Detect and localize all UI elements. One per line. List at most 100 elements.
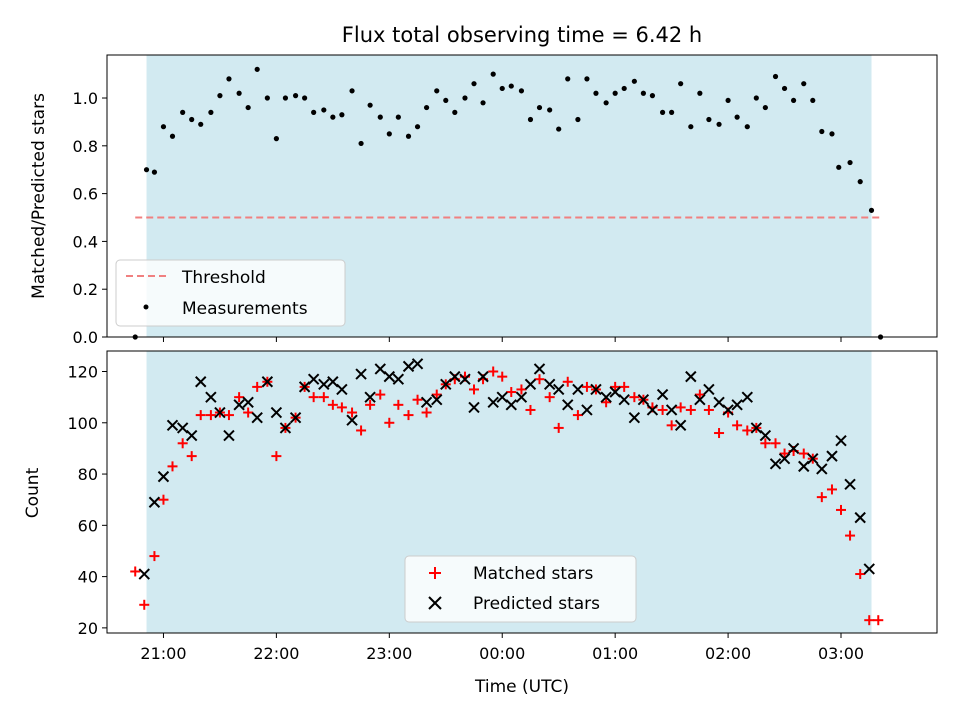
matched-stars-point-24 <box>356 425 367 436</box>
predicted-stars-point-72 <box>816 463 828 475</box>
predicted-stars-point-56 <box>665 404 678 416</box>
measurements-point-66 <box>753 95 759 101</box>
predicted-stars-point-d2 <box>552 383 565 396</box>
predicted-stars-point-52 <box>628 411 641 424</box>
predicted-stars-point-75 <box>844 478 856 491</box>
measurements-point-28 <box>395 114 401 120</box>
matched-stars-point-73 <box>816 492 827 503</box>
predicted-stars-point-d2 <box>307 373 320 385</box>
predicted-stars-point-d2 <box>496 391 508 403</box>
matched-stars-point-1 <box>139 599 150 610</box>
matched-stars-point-28 <box>393 399 404 410</box>
predicted-stars-point-0 <box>138 568 150 580</box>
matched-stars-point-32 <box>431 389 442 400</box>
measurements-point-36 <box>471 81 477 87</box>
predicted-stars-point-d2 <box>355 368 367 380</box>
matched-stars-point-61 <box>703 404 714 415</box>
measurements-point-75 <box>836 164 842 170</box>
predicted-stars-point-26 <box>383 370 396 383</box>
predicted-stars-point-d2 <box>524 378 537 391</box>
predicted-stars-point-d2 <box>148 496 161 508</box>
predicted-stars-point-d2 <box>703 383 715 396</box>
matched-stars-point-76 <box>845 530 856 541</box>
measurements-point-19 <box>311 109 317 115</box>
predicted-stars-point-1 <box>148 496 161 508</box>
bottom-x-tick-label-6: 03:00 <box>818 644 864 663</box>
predicted-stars-point-27 <box>392 373 405 385</box>
matched-stars-point-62 <box>714 428 725 439</box>
predicted-stars-point-d2 <box>420 396 433 408</box>
measurements-point-49 <box>593 90 599 96</box>
predicted-stars-point-d2 <box>374 363 386 375</box>
predicted-stars-point-69 <box>787 442 800 455</box>
bottom-y-tick-label-1: 40 <box>78 568 98 587</box>
predicted-stars-point-d2 <box>778 452 791 465</box>
bottom-y-tick-label-3: 80 <box>78 465 98 484</box>
predicted-stars-point-7 <box>205 391 217 403</box>
matched-stars-point-8 <box>205 410 216 421</box>
predicted-stars-point-3 <box>166 419 179 432</box>
predicted-stars-point-d2 <box>336 383 348 396</box>
matched-stars-point-10 <box>223 410 234 421</box>
predicted-stars-point-77 <box>863 563 875 575</box>
measurements-point-16 <box>282 95 289 101</box>
predicted-stars-point-2 <box>157 470 170 483</box>
matched-stars-point-41 <box>516 384 527 395</box>
predicted-stars-point-d2 <box>572 383 584 396</box>
matched-stars-point-44 <box>544 392 555 403</box>
measurements-point-37 <box>480 100 486 106</box>
x-axis-label: Time (UTC) <box>474 677 569 697</box>
predicted-stars-point-d2 <box>138 568 150 580</box>
measurements-point-71 <box>801 81 807 87</box>
measurements-legend-label: Measurements <box>182 299 308 319</box>
predicted-stars-point-d2 <box>431 394 443 406</box>
top-axes-frame <box>106 54 938 338</box>
matched-stars-point-2 <box>149 551 160 562</box>
matched-stars-point-77 <box>855 569 866 580</box>
predicted-stars-point-42 <box>533 363 546 375</box>
predicted-stars-point-d2 <box>759 429 772 442</box>
measurements-point-23 <box>349 88 355 94</box>
measurements-point-45 <box>556 126 562 132</box>
measurements-point-56 <box>659 109 666 115</box>
measurements-point-74 <box>829 131 835 137</box>
predicted-stars-point-20 <box>327 376 339 388</box>
matched-stars-point-59 <box>685 404 696 415</box>
predicted-stars-point-76 <box>854 511 866 524</box>
measurements-point-63 <box>725 97 731 104</box>
predicted-stars-point-70 <box>798 460 810 473</box>
measurements-point-11 <box>236 90 242 96</box>
predicted-stars-point-d2 <box>195 376 207 388</box>
predicted-stars-point-36 <box>477 370 489 383</box>
predicted-stars-point-d2 <box>383 370 396 383</box>
predicted-stars-point-68 <box>778 452 791 465</box>
measurements-point-13 <box>254 66 260 72</box>
measurements-point-27 <box>386 131 392 137</box>
predicted-stars-point-10 <box>233 399 245 411</box>
predicted-stars-point-d2 <box>176 422 189 434</box>
matched-stars-point-27 <box>384 417 395 428</box>
top-y-tick-label-2: 0.4 <box>73 232 98 251</box>
predicted-stars-point-4 <box>176 422 189 434</box>
matched-legend-swatch <box>429 567 441 579</box>
measurements-point-34 <box>452 109 458 115</box>
predicted-stars-point-61 <box>713 396 725 408</box>
predicted-stars-point-d2 <box>835 435 847 447</box>
predicted-stars-point-d2 <box>844 478 856 491</box>
predicted-stars-point-73 <box>826 450 838 462</box>
predicted-stars-point-d2 <box>298 381 311 393</box>
predicted-stars-point-29 <box>411 358 424 370</box>
predicted-stars-point-d2 <box>731 399 743 411</box>
measurements-point-6 <box>189 116 195 123</box>
measurements-point-52 <box>621 85 627 92</box>
measurements-point-26 <box>377 114 383 120</box>
matched-stars-point-64 <box>732 420 743 431</box>
measurements-point-29 <box>405 133 412 139</box>
predicted-stars-point-60 <box>703 383 715 396</box>
matched-stars-point-51 <box>610 381 621 392</box>
predicted-stars-point-d2 <box>543 378 556 391</box>
predicted-stars-point-d2 <box>798 460 810 473</box>
predicted-stars-point-48 <box>590 383 602 396</box>
predicted-stars-point-12 <box>251 411 263 424</box>
matched-stars-point-68 <box>770 438 781 449</box>
